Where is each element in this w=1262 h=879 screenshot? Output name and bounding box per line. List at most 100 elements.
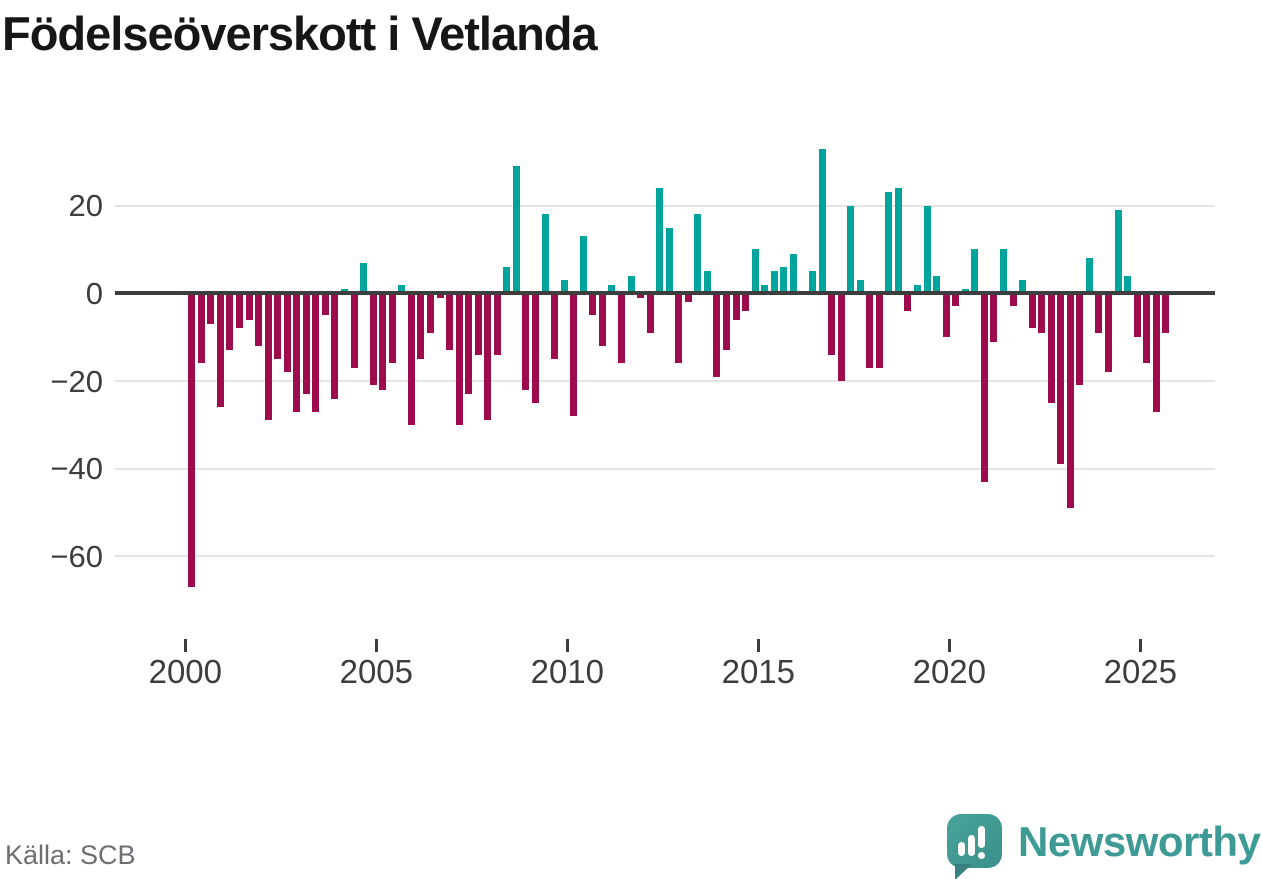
bar-2010-Q1[interactable] bbox=[570, 293, 578, 417]
bar-2014-Q2[interactable] bbox=[732, 293, 740, 320]
bar-2014-Q1[interactable] bbox=[723, 293, 730, 351]
bar-2019-Q3[interactable] bbox=[933, 275, 941, 294]
bar-2008-Q4[interactable] bbox=[522, 293, 530, 390]
bar-2020-Q3[interactable] bbox=[971, 249, 979, 294]
bar-2010-Q4[interactable] bbox=[598, 293, 606, 346]
bar-2011-Q3[interactable] bbox=[627, 275, 635, 294]
bar-2017-Q1[interactable] bbox=[837, 293, 845, 382]
bar-2012-Q3[interactable] bbox=[665, 227, 673, 294]
bar-2010-Q3[interactable] bbox=[589, 293, 597, 316]
bar-2004-Q4[interactable] bbox=[369, 293, 377, 386]
bar-2021-Q2[interactable] bbox=[999, 249, 1007, 294]
bar-2003-Q1[interactable] bbox=[302, 293, 310, 395]
bar-2002-Q3[interactable] bbox=[283, 293, 291, 373]
bar-2015-Q4[interactable] bbox=[789, 253, 797, 294]
bar-2003-Q3[interactable] bbox=[321, 293, 329, 316]
bar-2013-Q2[interactable] bbox=[694, 214, 702, 294]
bar-2006-Q1[interactable] bbox=[417, 293, 425, 360]
bar-2015-Q1[interactable] bbox=[761, 284, 769, 294]
bar-2016-Q4[interactable] bbox=[828, 293, 836, 355]
bar-2003-Q2[interactable] bbox=[312, 293, 320, 412]
bar-2005-Q4[interactable] bbox=[407, 293, 415, 425]
bar-2002-Q1[interactable] bbox=[264, 293, 272, 421]
bar-2024-Q2[interactable] bbox=[1114, 209, 1122, 294]
bar-2008-Q2[interactable] bbox=[503, 266, 511, 294]
bar-2022-Q2[interactable] bbox=[1038, 293, 1046, 333]
bar-2011-Q1[interactable] bbox=[608, 284, 616, 294]
bar-2006-Q2[interactable] bbox=[426, 293, 434, 333]
bar-2018-Q4[interactable] bbox=[904, 293, 912, 311]
bar-2013-Q3[interactable] bbox=[703, 271, 711, 294]
bar-2008-Q1[interactable] bbox=[493, 293, 501, 355]
bar-2009-Q1[interactable] bbox=[532, 293, 539, 403]
bar-2001-Q4[interactable] bbox=[255, 293, 263, 346]
bar-2004-Q3[interactable] bbox=[360, 262, 368, 294]
bar-2021-Q1[interactable] bbox=[990, 293, 998, 342]
bar-2022-Q3[interactable] bbox=[1047, 293, 1055, 403]
bar-2001-Q3[interactable] bbox=[245, 293, 253, 320]
bar-2025-Q3[interactable] bbox=[1162, 293, 1170, 333]
bar-2022-Q1[interactable] bbox=[1028, 293, 1036, 329]
bar-2015-Q3[interactable] bbox=[780, 266, 788, 294]
bar-2017-Q2[interactable] bbox=[847, 205, 855, 294]
bar-2005-Q3[interactable] bbox=[398, 284, 406, 294]
bar-2004-Q1[interactable] bbox=[341, 288, 348, 294]
bar-2024-Q1[interactable] bbox=[1105, 293, 1112, 373]
bar-2015-Q2[interactable] bbox=[770, 271, 778, 294]
bar-2013-Q1[interactable] bbox=[684, 293, 692, 303]
bar-2007-Q1[interactable] bbox=[455, 293, 463, 425]
bar-2012-Q4[interactable] bbox=[675, 293, 683, 364]
bar-2003-Q4[interactable] bbox=[331, 293, 339, 399]
bar-2011-Q2[interactable] bbox=[617, 293, 625, 364]
bar-2001-Q1[interactable] bbox=[226, 293, 234, 351]
bar-2025-Q2[interactable] bbox=[1152, 293, 1160, 412]
bar-2018-Q2[interactable] bbox=[885, 192, 893, 294]
bar-2020-Q1[interactable] bbox=[952, 293, 960, 307]
bar-2021-Q4[interactable] bbox=[1019, 280, 1027, 294]
bar-2013-Q4[interactable] bbox=[713, 293, 721, 377]
bar-2005-Q2[interactable] bbox=[388, 293, 396, 364]
bar-2004-Q2[interactable] bbox=[350, 293, 358, 368]
bar-2023-Q2[interactable] bbox=[1076, 293, 1084, 386]
bar-2024-Q3[interactable] bbox=[1124, 275, 1132, 294]
newsworthy-logo[interactable]: Newsworthy bbox=[946, 812, 1262, 879]
bar-2016-Q2[interactable] bbox=[808, 271, 816, 294]
bar-2023-Q1[interactable] bbox=[1066, 293, 1074, 509]
bar-2024-Q4[interactable] bbox=[1133, 293, 1141, 338]
bar-2006-Q3[interactable] bbox=[436, 293, 444, 298]
bar-2007-Q2[interactable] bbox=[465, 293, 473, 395]
bar-2011-Q4[interactable] bbox=[637, 293, 645, 298]
bar-2025-Q1[interactable] bbox=[1143, 293, 1151, 364]
bar-2023-Q4[interactable] bbox=[1095, 293, 1103, 333]
bar-2018-Q3[interactable] bbox=[894, 188, 902, 294]
bar-2010-Q2[interactable] bbox=[579, 236, 587, 294]
bar-2022-Q4[interactable] bbox=[1057, 293, 1065, 465]
bar-2017-Q4[interactable] bbox=[866, 293, 874, 368]
bar-2007-Q3[interactable] bbox=[474, 293, 482, 355]
bar-2014-Q4[interactable] bbox=[751, 249, 759, 294]
bar-2019-Q1[interactable] bbox=[914, 284, 921, 294]
bar-2001-Q2[interactable] bbox=[235, 293, 243, 329]
bar-2017-Q3[interactable] bbox=[856, 280, 864, 294]
bar-2000-Q3[interactable] bbox=[207, 293, 215, 324]
bar-2018-Q1[interactable] bbox=[875, 293, 883, 368]
bar-2005-Q1[interactable] bbox=[379, 293, 387, 390]
bar-2012-Q1[interactable] bbox=[646, 293, 654, 333]
bar-2008-Q3[interactable] bbox=[512, 166, 520, 294]
bar-2009-Q2[interactable] bbox=[541, 214, 549, 294]
bar-2000-Q4[interactable] bbox=[216, 293, 224, 408]
bar-2007-Q4[interactable] bbox=[484, 293, 492, 421]
bar-2020-Q4[interactable] bbox=[980, 293, 988, 482]
bar-2002-Q4[interactable] bbox=[293, 293, 301, 412]
bar-2021-Q3[interactable] bbox=[1009, 293, 1017, 307]
bar-2019-Q2[interactable] bbox=[923, 205, 931, 294]
bar-2016-Q3[interactable] bbox=[818, 148, 826, 294]
bar-2009-Q3[interactable] bbox=[551, 293, 559, 360]
bar-2012-Q2[interactable] bbox=[656, 188, 664, 294]
bar-2019-Q4[interactable] bbox=[942, 293, 950, 338]
bar-2009-Q4[interactable] bbox=[560, 280, 568, 294]
bar-2023-Q3[interactable] bbox=[1085, 258, 1093, 294]
bar-2000-Q1[interactable] bbox=[188, 293, 196, 588]
bar-2000-Q2[interactable] bbox=[197, 293, 205, 364]
bar-2014-Q3[interactable] bbox=[742, 293, 750, 311]
